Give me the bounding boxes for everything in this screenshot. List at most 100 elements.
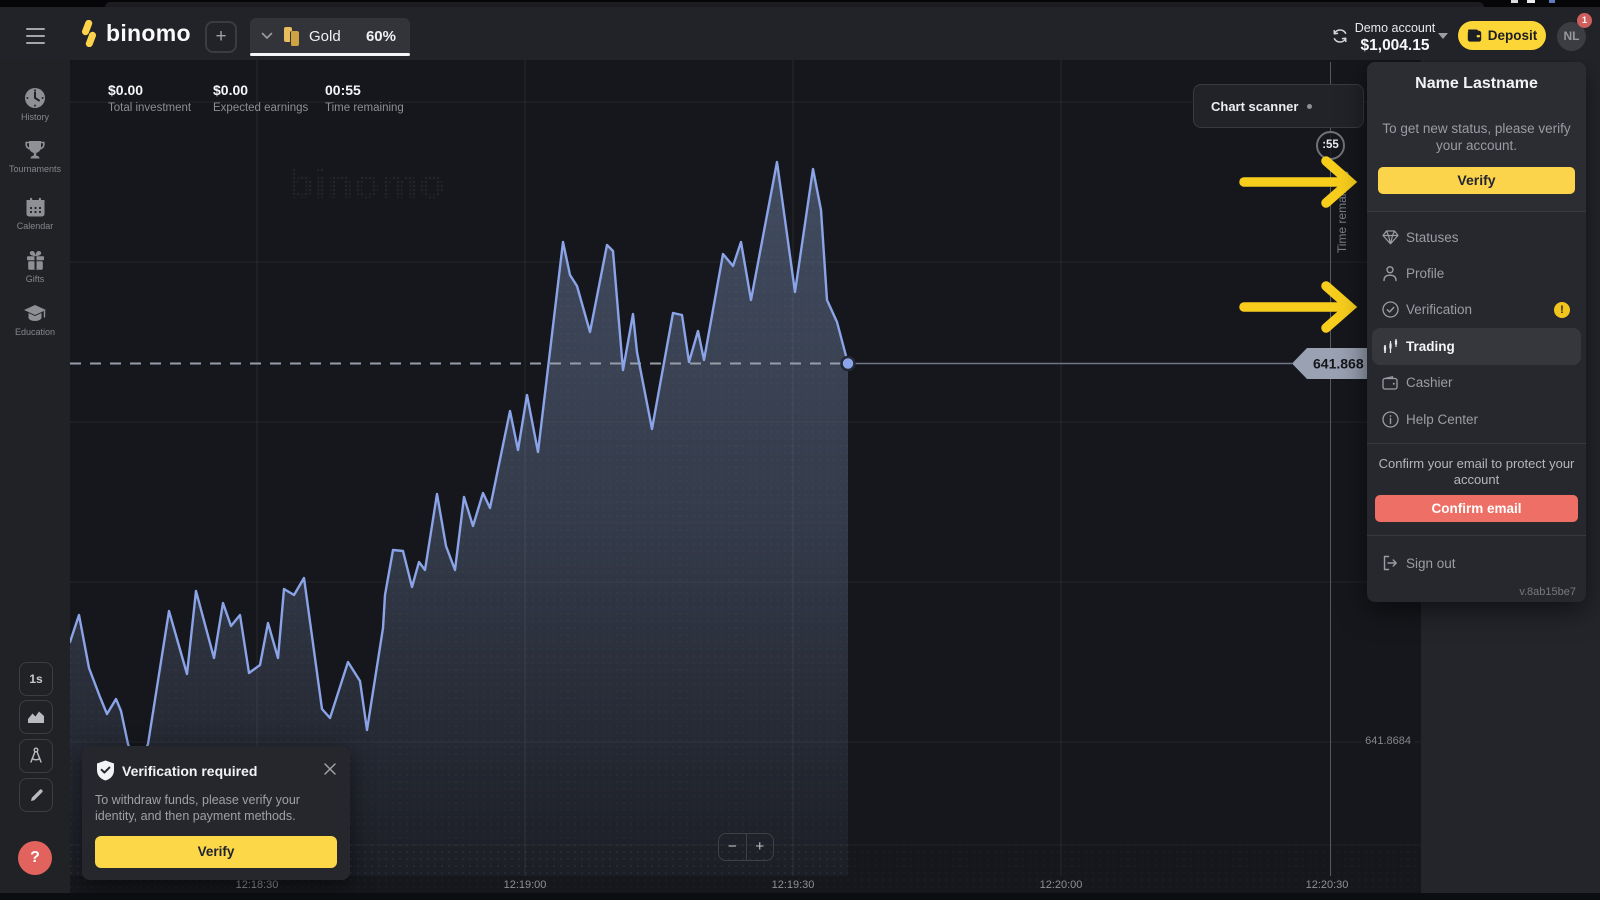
chart-type-button[interactable] [19, 700, 53, 734]
browser-tab-strip [0, 0, 1600, 7]
stat-expected-earnings: $0.00 Expected earnings [213, 82, 309, 114]
sidebar-item-tournaments[interactable]: Tournaments [0, 139, 70, 174]
zoom-controls: − + [718, 833, 774, 861]
sidebar-item-history[interactable]: History [0, 87, 70, 122]
time-axis-label: 12:19:00 [503, 879, 547, 891]
deposit-button[interactable]: Deposit [1458, 21, 1546, 50]
menu-item-statuses[interactable]: Statuses [1367, 219, 1586, 255]
sidebar-item-education[interactable]: Education [0, 304, 70, 337]
sidebar-item-label: History [20, 112, 49, 122]
trophy-icon [0, 139, 70, 161]
chart-area[interactable]: 641.868 $0.00 Total investment $0.00 Expec… [70, 60, 1421, 893]
confirm-email-section: Confirm your email to protect your accou… [1367, 445, 1586, 536]
drawing-button[interactable] [19, 778, 53, 812]
menu-item-cashier[interactable]: Cashier [1367, 365, 1586, 401]
user-menu-subtitle: To get new status, please verify your ac… [1382, 121, 1571, 153]
time-remaining-axis-label: Time remaining [1335, 170, 1349, 254]
top-bar: binomo + Gold 60% Demo account $1,004.15… [0, 7, 1600, 60]
time-axis-label: 12:19:30 [771, 879, 815, 891]
sidebar-item-label: Gifts [25, 274, 45, 284]
account-type: Demo account [1354, 21, 1436, 35]
candles-icon [1382, 338, 1399, 355]
menu-item-label: Verification [1406, 302, 1473, 318]
asset-selector[interactable]: Gold 60% [250, 18, 410, 56]
calendar-icon [0, 197, 70, 218]
verification-notification: Verification required To withdraw funds,… [82, 746, 350, 880]
user-menu-items: Statuses Profile Verification! Trading Cashi… [1367, 211, 1586, 445]
menu-item-help-center[interactable]: Help Center [1367, 401, 1586, 437]
time-axis-label: 12:20:30 [1305, 879, 1349, 891]
info-circle-icon [1382, 410, 1399, 428]
attention-badge: ! [1554, 301, 1570, 318]
menu-item-label: Trading [1406, 338, 1455, 354]
gift-icon [0, 250, 70, 271]
area-chart-icon [28, 711, 44, 723]
price-line [70, 160, 850, 771]
zoom-in-button[interactable]: + [755, 838, 765, 855]
current-price-dot [840, 355, 856, 372]
zoom-out-button[interactable]: − [719, 834, 747, 860]
window-bottom-edge [0, 893, 1600, 900]
compass-icon [30, 747, 42, 763]
asset-selector-underline [250, 53, 410, 56]
stat-time-remaining: 00:55 Time remaining [325, 82, 404, 114]
menu-item-profile[interactable]: Profile [1367, 255, 1586, 291]
person-icon [1382, 265, 1399, 282]
app-version: v.8ab15be7 [1519, 586, 1576, 598]
time-axis-label: 12:20:00 [1039, 879, 1083, 891]
sidebar-item-label: Education [14, 327, 56, 337]
binomo-watermark: binomo [288, 160, 446, 207]
account-balance: $1,004.15 [1360, 37, 1430, 54]
window-mark [1527, 0, 1535, 3]
chart-scanner-dot [1307, 103, 1313, 109]
sidebar-item-label: Tournaments [8, 164, 62, 174]
notification-title: Verification required [122, 763, 258, 779]
sidebar-item-gifts[interactable]: Gifts [0, 250, 70, 284]
time-axis-label: 12:18:30 [235, 879, 279, 891]
sign-out-icon [1383, 555, 1397, 571]
user-menu-header: Name Lastname To get new status, please … [1367, 62, 1586, 211]
stat-total-investment: $0.00 Total investment [108, 82, 192, 114]
pencil-icon [30, 788, 43, 801]
window-mark [1511, 0, 1518, 3]
menu-item-verification[interactable]: Verification! [1367, 292, 1586, 328]
add-asset-button[interactable]: + [205, 21, 237, 53]
close-icon[interactable] [323, 762, 337, 776]
verify-button[interactable]: Verify [1378, 167, 1575, 194]
account-caret-icon[interactable] [1438, 33, 1448, 39]
sidebar-item-calendar[interactable]: Calendar [0, 197, 70, 231]
help-button[interactable]: ? [18, 841, 52, 875]
deposit-label: Deposit [1487, 28, 1538, 43]
chart-scanner-button[interactable]: Chart scanner [1193, 84, 1364, 128]
indicators-button[interactable] [19, 739, 53, 773]
graduation-cap-icon [0, 304, 70, 324]
account-switcher[interactable]: Demo account $1,004.15 [1352, 21, 1438, 55]
asset-payout: 60% [365, 27, 396, 45]
left-sidebar: History Tournaments Calendar Gifts Education… [0, 60, 70, 893]
price-chart: 641.868 [70, 60, 1421, 893]
confirm-email-text: Confirm your email to protect your accou… [1378, 456, 1575, 487]
logo-bolt-icon [81, 19, 97, 47]
logo-wordmark: binomo [106, 19, 191, 46]
interval-button[interactable]: 1s [19, 662, 53, 696]
refresh-icon[interactable] [1331, 27, 1349, 45]
notification-verify-button[interactable]: Verify [95, 836, 337, 868]
shield-check-icon [97, 760, 114, 781]
notification-badge: 1 [1577, 13, 1592, 28]
user-name: Name Lastname [1415, 75, 1538, 92]
menu-hamburger-icon[interactable] [26, 28, 45, 44]
chevron-down-icon [261, 32, 273, 40]
binomo-logo[interactable]: binomo [77, 18, 191, 48]
menu-item-label: Help Center [1406, 411, 1479, 427]
wallet-icon [1467, 29, 1481, 42]
gem-icon [1382, 230, 1399, 245]
user-menu-dropdown: Name Lastname To get new status, please … [1367, 62, 1586, 602]
gold-bars-icon [284, 26, 301, 46]
expiry-countdown-badge: :55 [1316, 131, 1345, 160]
price-axis-label: 641.8684 [1361, 735, 1415, 747]
sign-out-item[interactable]: Sign out [1367, 549, 1586, 577]
menu-item-label: Cashier [1406, 375, 1453, 391]
confirm-email-button[interactable]: Confirm email [1375, 495, 1578, 522]
price-tag-value: 641.868 [1313, 356, 1364, 372]
menu-item-trading[interactable]: Trading [1372, 328, 1581, 365]
